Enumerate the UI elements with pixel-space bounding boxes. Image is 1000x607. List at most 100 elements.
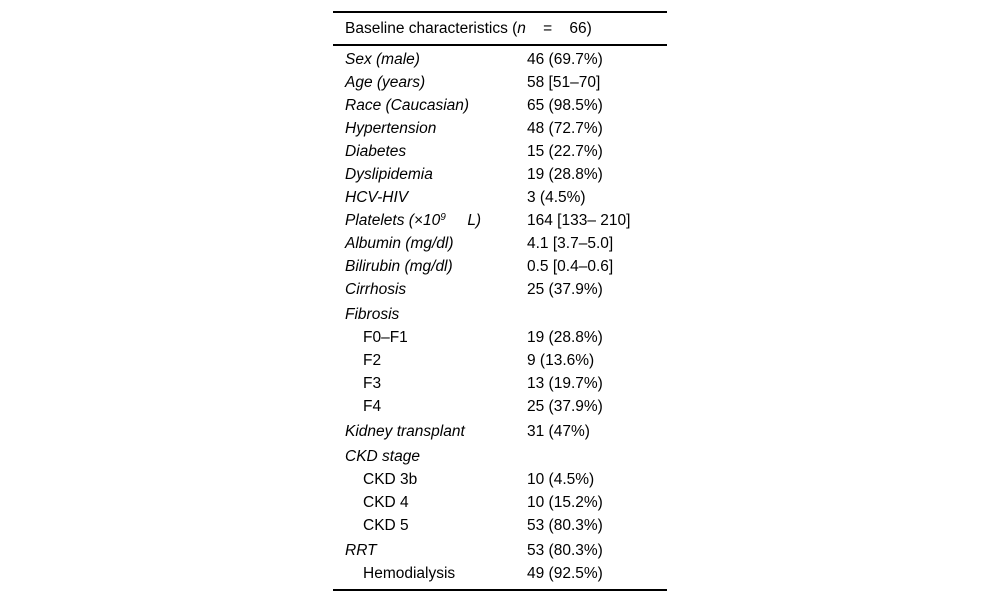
table-row: RRT 53 (80.3%) (333, 539, 667, 562)
table-row: Diabetes 15 (22.7%) (333, 140, 667, 163)
row-value: 65 (98.5%) (527, 97, 603, 114)
row-value: 53 (80.3%) (527, 517, 603, 534)
row-label: CKD 3b (363, 471, 418, 488)
row-label-cell: Dyslipidemia (333, 163, 527, 186)
table-row: Sex (male) 46 (69.7%) (333, 48, 667, 71)
row-value: 53 (80.3%) (527, 542, 603, 559)
row-label: Sex (male) (345, 51, 420, 68)
row-label-cell: Hemodialysis (333, 562, 527, 585)
row-value: 9 (13.6%) (527, 352, 595, 369)
row-value (527, 303, 667, 326)
row-label: Fibrosis (345, 306, 400, 323)
row-label: Cirrhosis (345, 281, 407, 298)
row-label: HCV-HIV (345, 189, 409, 206)
row-value: 58 [51–70] (527, 74, 601, 91)
row-label: Age (years) (345, 74, 426, 91)
row-label-cell: Hypertension (333, 117, 527, 140)
row-value: 49 (92.5%) (527, 565, 603, 582)
row-label: Kidney transplant (345, 423, 465, 440)
table-title-n: n (517, 20, 526, 37)
table-row: CKD stage (333, 445, 667, 468)
row-label: CKD 5 (363, 517, 409, 534)
row-label: CKD stage (345, 448, 420, 465)
table-row: F4 25 (37.9%) (333, 395, 667, 418)
table-row: CKD 5 53 (80.3%) (333, 514, 667, 537)
table-row: Race (Caucasian) 65 (98.5%) (333, 94, 667, 117)
row-label-cell: CKD stage (333, 445, 527, 468)
row-label-cell: HCV-HIV (333, 186, 527, 209)
row-value: 19 (28.8%) (527, 166, 603, 183)
row-label-cell: Bilirubin (mg/dl) (333, 255, 527, 278)
row-value: 31 (47%) (527, 423, 590, 440)
row-label-cell: CKD 5 (333, 514, 527, 537)
row-label-cell: F2 (333, 349, 527, 372)
table-row: CKD 4 10 (15.2%) (333, 491, 667, 514)
table-title-prefix: Baseline characteristics ( (345, 20, 518, 37)
row-label-cell: Albumin (mg/dl) (333, 232, 527, 255)
table-row: Dyslipidemia 19 (28.8%) (333, 163, 667, 186)
row-label: Diabetes (345, 143, 407, 160)
row-label-cell: F0–F1 (333, 326, 527, 349)
row-label-cell: Cirrhosis (333, 278, 527, 301)
row-label: Race (Caucasian) (345, 97, 470, 114)
row-value: 10 (15.2%) (527, 494, 603, 511)
table-row: F3 13 (19.7%) (333, 372, 667, 395)
row-value: 48 (72.7%) (527, 120, 603, 137)
row-label-cell: Age (years) (333, 71, 527, 94)
table-row: Age (years) 58 [51–70] (333, 71, 667, 94)
table-body: Sex (male) 46 (69.7%) Age (years) 58 [51… (333, 46, 667, 589)
row-label: CKD 4 (363, 494, 409, 511)
row-value: 164 [133– 210] (527, 212, 631, 229)
table-row: Bilirubin (mg/dl) 0.5 [0.4–0.6] (333, 255, 667, 278)
row-label-cell: F3 (333, 372, 527, 395)
row-label: F0–F1 (363, 329, 408, 346)
row-label-cell: Fibrosis (333, 303, 527, 326)
row-label-cell: Diabetes (333, 140, 527, 163)
row-value: 13 (19.7%) (527, 375, 603, 392)
row-label: F3 (363, 375, 382, 392)
row-label-cell: Sex (male) (333, 48, 527, 71)
row-label: Platelets (×10 (345, 212, 441, 229)
row-label: F2 (363, 352, 382, 369)
row-label: Bilirubin (mg/dl) (345, 258, 453, 275)
table-title-suffix: = 66) (525, 20, 592, 37)
row-label-cell: Platelets (×109 L) (333, 209, 527, 232)
baseline-characteristics-table: Baseline characteristics (n = 66) Sex (m… (333, 11, 667, 591)
row-value: 25 (37.9%) (527, 398, 603, 415)
row-label: Hemodialysis (363, 565, 456, 582)
row-label-cell: F4 (333, 395, 527, 418)
table-row: HCV-HIV 3 (4.5%) (333, 186, 667, 209)
row-label-sup: 9 (440, 212, 446, 223)
table-row: Platelets (×109 L) 164 [133– 210] (333, 209, 667, 232)
table-row: Hypertension 48 (72.7%) (333, 117, 667, 140)
table-row: F0–F1 19 (28.8%) (333, 326, 667, 349)
row-value: 0.5 [0.4–0.6] (527, 258, 614, 275)
row-value (527, 445, 667, 468)
row-label: F4 (363, 398, 382, 415)
row-value: 10 (4.5%) (527, 471, 595, 488)
row-value: 15 (22.7%) (527, 143, 603, 160)
row-value: 25 (37.9%) (527, 281, 603, 298)
row-label: Hypertension (345, 120, 437, 137)
row-value: 19 (28.8%) (527, 329, 603, 346)
row-label-cell: RRT (333, 539, 527, 562)
table-row: Cirrhosis 25 (37.9%) (333, 278, 667, 301)
table-row: CKD 3b 10 (4.5%) (333, 468, 667, 491)
table-row: Fibrosis (333, 303, 667, 326)
row-label-cell: Race (Caucasian) (333, 94, 527, 117)
row-value: 46 (69.7%) (527, 51, 603, 68)
row-value: 4.1 [3.7–5.0] (527, 235, 614, 252)
table-row: Kidney transplant 31 (47%) (333, 420, 667, 443)
row-label-cell: CKD 4 (333, 491, 527, 514)
row-label-cell: CKD 3b (333, 468, 527, 491)
row-label: RRT (345, 542, 377, 559)
row-label: Albumin (mg/dl) (345, 235, 454, 252)
row-label-cell: Kidney transplant (333, 420, 527, 443)
row-label-end: L) (445, 212, 482, 229)
table-header: Baseline characteristics (n = 66) (333, 13, 667, 46)
table-row: Hemodialysis 49 (92.5%) (333, 562, 667, 585)
table-row: F2 9 (13.6%) (333, 349, 667, 372)
row-label: Dyslipidemia (345, 166, 433, 183)
table-row: Albumin (mg/dl) 4.1 [3.7–5.0] (333, 232, 667, 255)
